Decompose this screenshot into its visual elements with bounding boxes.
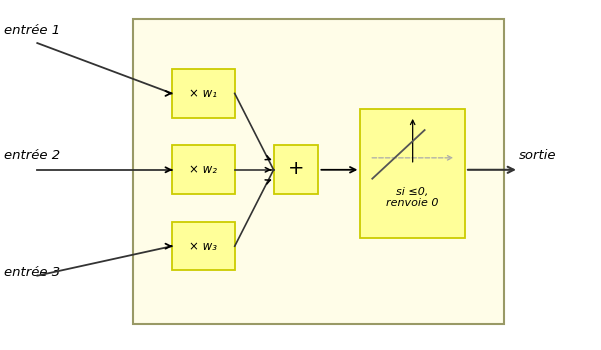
- Bar: [172, 146, 235, 194]
- Text: entrée 1: entrée 1: [4, 25, 61, 37]
- Text: entrée 2: entrée 2: [4, 149, 61, 162]
- Text: +: +: [288, 159, 304, 177]
- Text: × w₁: × w₁: [189, 87, 218, 100]
- Bar: [273, 146, 319, 194]
- Text: entrée 3: entrée 3: [4, 266, 61, 279]
- Text: sortie: sortie: [519, 149, 557, 162]
- Bar: [361, 109, 465, 238]
- Text: × w₃: × w₃: [189, 240, 218, 253]
- Bar: [172, 69, 235, 118]
- Bar: [172, 222, 235, 271]
- Text: si ≤0,
renvoie 0: si ≤0, renvoie 0: [386, 187, 439, 208]
- Bar: [133, 19, 504, 324]
- Text: × w₂: × w₂: [189, 163, 218, 176]
